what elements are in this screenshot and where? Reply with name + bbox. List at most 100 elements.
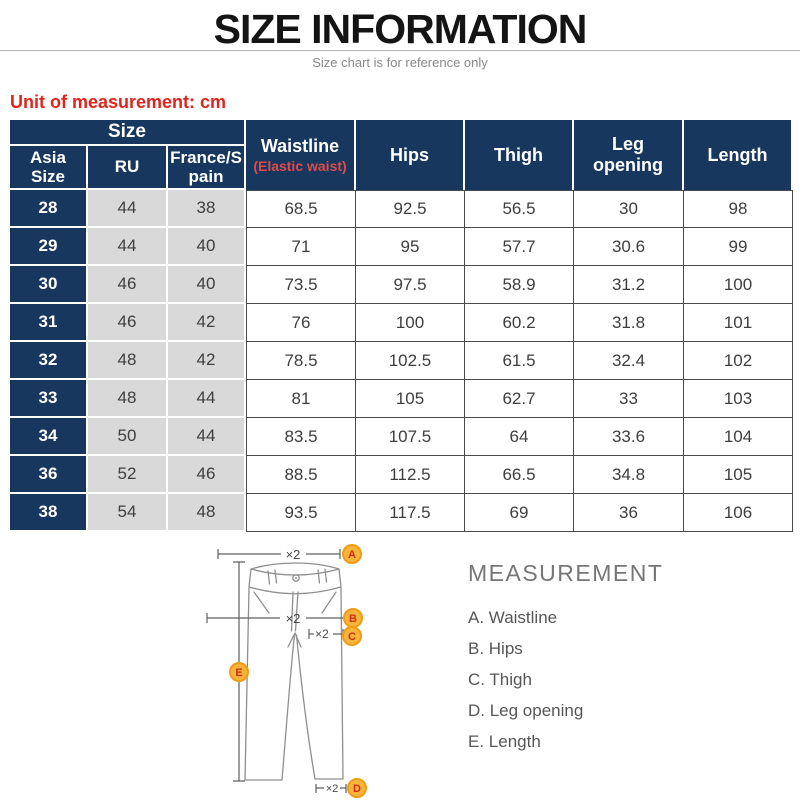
column-header-waistline: Waistline (Elastic waist) — [246, 120, 356, 190]
size-value-cell: 36 — [574, 494, 684, 532]
size-value-cell: 46 — [88, 304, 168, 342]
pants-diagram: ×2 ×2 ×2 ×2 A B C — [206, 544, 367, 798]
pants-outline — [244, 562, 344, 781]
size-row-header: 38 — [10, 494, 88, 532]
column-header-asia-size: Asia Size — [10, 146, 88, 190]
size-value-cell: 31.2 — [574, 266, 684, 304]
dimension-leg-opening: ×2 — [315, 783, 347, 795]
measurement-item: A. Waistline — [468, 608, 558, 627]
size-value-cell: 98 — [684, 190, 793, 228]
size-value-cell: 101 — [684, 304, 793, 342]
size-value-cell: 46 — [168, 456, 246, 494]
measurement-title: MEASUREMENT — [468, 560, 664, 586]
size-value-cell: 100 — [356, 304, 465, 342]
size-value-cell: 44 — [88, 190, 168, 228]
size-value-cell: 64 — [465, 418, 574, 456]
size-row-header: 28 — [10, 190, 88, 228]
size-value-cell: 40 — [168, 228, 246, 266]
size-value-cell: 105 — [684, 456, 793, 494]
size-value-cell: 33.6 — [574, 418, 684, 456]
size-value-cell: 92.5 — [356, 190, 465, 228]
marker-e-letter: E — [235, 667, 242, 679]
size-value-cell: 57.7 — [465, 228, 574, 266]
column-header-france-spain: France/S pain — [168, 146, 246, 190]
column-header-leg-opening: Leg opening — [574, 120, 684, 190]
size-value-cell: 40 — [168, 266, 246, 304]
size-value-cell: 112.5 — [356, 456, 465, 494]
size-value-cell: 30.6 — [574, 228, 684, 266]
marker-a-badge: A — [342, 544, 362, 564]
size-value-cell: 81 — [246, 380, 356, 418]
waistline-label: Waistline — [260, 136, 340, 157]
size-value-cell: 60.2 — [465, 304, 574, 342]
size-value-cell: 78.5 — [246, 342, 356, 380]
size-row-header: 31 — [10, 304, 88, 342]
size-value-cell: 69 — [465, 494, 574, 532]
dimension-thigh: ×2 — [308, 627, 344, 641]
measurement-legend: MEASUREMENT A. Waistline B. Hips C. Thigh D… — [468, 560, 663, 763]
size-value-cell: 34.8 — [574, 456, 684, 494]
size-value-cell: 42 — [168, 342, 246, 380]
size-row-header: 36 — [10, 456, 88, 494]
marker-a-letter: A — [348, 549, 356, 561]
size-value-cell: 48 — [168, 494, 246, 532]
measurement-item: E. Length — [468, 732, 541, 751]
size-value-cell: 56.5 — [465, 190, 574, 228]
scale-label-waist: ×2 — [286, 547, 301, 562]
scale-label-hips: ×2 — [286, 611, 301, 626]
size-value-cell: 97.5 — [356, 266, 465, 304]
size-value-cell: 50 — [88, 418, 168, 456]
size-value-cell: 68.5 — [246, 190, 356, 228]
marker-c-badge: C — [342, 626, 362, 646]
size-value-cell: 48 — [88, 380, 168, 418]
column-header-length: Length — [684, 120, 793, 190]
size-value-cell: 107.5 — [356, 418, 465, 456]
scale-label-thigh: ×2 — [315, 627, 329, 641]
size-value-cell: 73.5 — [246, 266, 356, 304]
size-value-cell: 54 — [88, 494, 168, 532]
marker-d-badge: D — [347, 778, 367, 798]
dimension-hips: ×2 — [206, 611, 346, 626]
measurement-item: B. Hips — [468, 639, 523, 658]
size-value-cell: 83.5 — [246, 418, 356, 456]
size-row-header: 33 — [10, 380, 88, 418]
size-value-cell: 66.5 — [465, 456, 574, 494]
size-value-cell: 106 — [684, 494, 793, 532]
title-divider — [0, 50, 800, 51]
size-value-cell: 62.7 — [465, 380, 574, 418]
leg-opening-label: Leg opening — [593, 134, 663, 175]
size-row-header: 34 — [10, 418, 88, 456]
size-value-cell: 103 — [684, 380, 793, 418]
column-header-ru: RU — [88, 146, 168, 190]
size-value-cell: 88.5 — [246, 456, 356, 494]
size-value-cell: 42 — [168, 304, 246, 342]
size-row-header: 30 — [10, 266, 88, 304]
size-group-header: Size — [10, 120, 246, 146]
marker-b-letter: B — [349, 613, 357, 625]
size-value-cell: 76 — [246, 304, 356, 342]
marker-d-letter: D — [353, 783, 361, 795]
measurement-item: C. Thigh — [468, 670, 532, 689]
column-header-thigh: Thigh — [465, 120, 574, 190]
size-value-cell: 31.8 — [574, 304, 684, 342]
size-value-cell: 100 — [684, 266, 793, 304]
marker-b-badge: B — [343, 608, 363, 628]
size-value-cell: 104 — [684, 418, 793, 456]
size-value-cell: 105 — [356, 380, 465, 418]
size-value-cell: 95 — [356, 228, 465, 266]
size-value-cell: 38 — [168, 190, 246, 228]
page-subtitle: Size chart is for reference only — [312, 55, 488, 70]
size-value-cell: 44 — [88, 228, 168, 266]
size-value-cell: 44 — [168, 380, 246, 418]
size-table: Size Asia Size RU France/S pain Waistlin… — [10, 120, 793, 532]
page-title: SIZE INFORMATION — [213, 6, 588, 52]
size-value-cell: 33 — [574, 380, 684, 418]
marker-e-badge: E — [229, 662, 249, 682]
size-value-cell: 30 — [574, 190, 684, 228]
size-value-cell: 102.5 — [356, 342, 465, 380]
size-value-cell: 44 — [168, 418, 246, 456]
measurement-item: D. Leg opening — [468, 701, 584, 720]
elastic-waist-note: (Elastic waist) — [253, 157, 347, 174]
scale-label-leg-opening: ×2 — [326, 783, 339, 795]
